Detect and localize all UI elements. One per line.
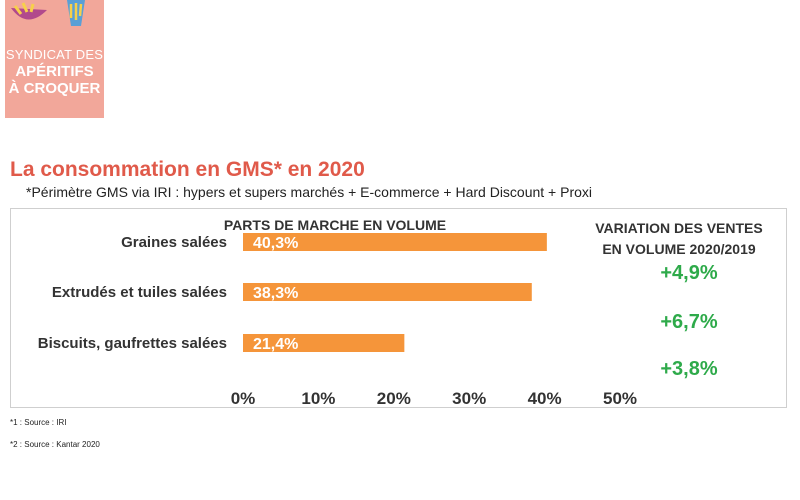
bar — [243, 283, 532, 301]
market-share-chart: PARTS DE MARCHE EN VOLUME Graines salées… — [38, 217, 637, 408]
page-subtitle: *Périmètre GMS via IRI : hypers et super… — [26, 184, 593, 200]
bar — [243, 334, 405, 352]
category-label: Extrudés et tuiles salées — [52, 284, 227, 301]
x-tick-label: 20% — [377, 389, 411, 408]
logo-line-3: À CROQUER — [8, 80, 101, 97]
variation-title: VARIATION DES VENTES EN VOLUME 2020/2019 — [574, 218, 784, 260]
page-title: La consommation en GMS* en 2020 — [10, 158, 365, 181]
variation-value-2: +6,7% — [660, 311, 718, 333]
bar-value-label: 40,3% — [253, 235, 298, 252]
footnote-source-iri: *1 : Source : IRI — [10, 418, 67, 427]
logo-line-2: APÉRITIFS — [15, 63, 94, 80]
variation-title-line-2: EN VOLUME 2020/2019 — [602, 241, 756, 257]
chart-frame — [10, 208, 787, 408]
bar — [243, 233, 547, 251]
logo-line-1: SYNDICAT DES — [5, 47, 104, 62]
category-label: Graines salées — [121, 234, 227, 251]
chart-title: PARTS DE MARCHE EN VOLUME — [224, 217, 446, 233]
x-tick-label: 10% — [301, 389, 335, 408]
category-label: Biscuits, gaufrettes salées — [38, 335, 227, 352]
syndicat-logo: SYNDICAT DES APÉRITIFS À CROQUER — [5, 0, 104, 118]
variation-title-line-1: VARIATION DES VENTES — [595, 220, 763, 236]
bar-value-label: 21,4% — [253, 336, 298, 353]
x-tick-label: 30% — [452, 389, 486, 408]
x-tick-label: 0% — [231, 389, 256, 408]
bar-value-label: 38,3% — [253, 285, 298, 302]
logo-text: SYNDICAT DES APÉRITIFS À CROQUER — [5, 46, 104, 97]
variation-value-3: +3,8% — [660, 358, 718, 380]
x-tick-label: 40% — [528, 389, 562, 408]
variation-value-1: +4,9% — [660, 262, 718, 284]
logo-illustration-icon — [11, 0, 85, 26]
footnote-source-kantar: *2 : Source : Kantar 2020 — [10, 440, 100, 449]
x-tick-label: 50% — [603, 389, 637, 408]
